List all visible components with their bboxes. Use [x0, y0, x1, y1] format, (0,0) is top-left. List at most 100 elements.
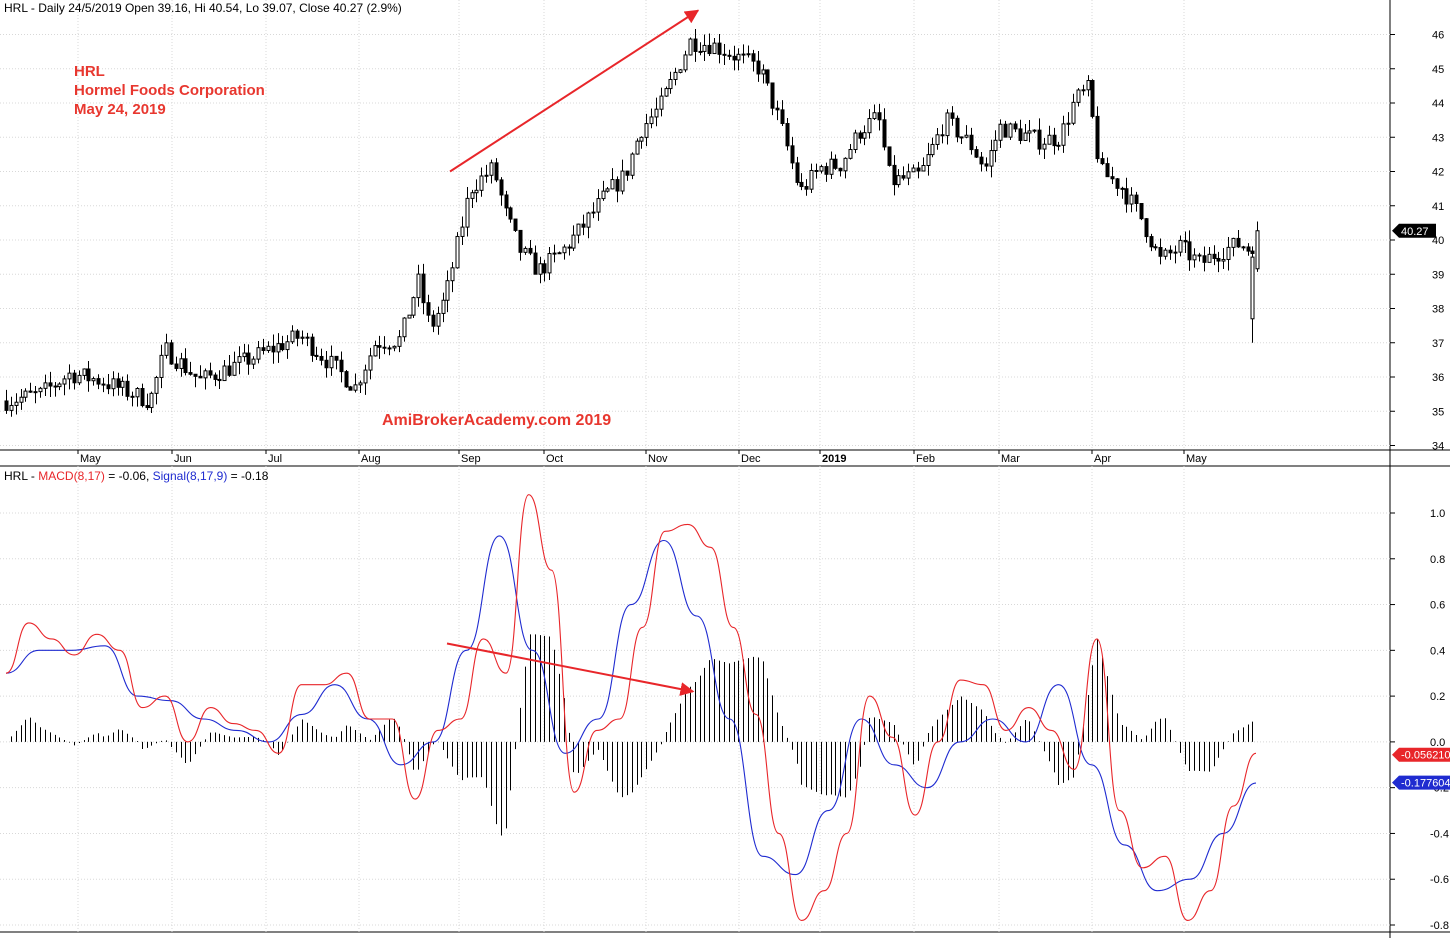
- macd-header-macd-value: = -0.06,: [104, 469, 153, 483]
- candle-body: [765, 69, 770, 84]
- candle-body: [785, 123, 790, 147]
- x-axis-label: May: [1186, 453, 1207, 465]
- candle-body: [1187, 241, 1192, 261]
- price-axis: 34 35 36 37 38 39 40 41 42 43 44 45 46: [1390, 30, 1444, 453]
- candle-body: [411, 297, 416, 316]
- candle-body: [892, 164, 897, 186]
- candle-body: [843, 157, 848, 172]
- candle-body: [533, 252, 538, 275]
- macd-tick-label: 0.2: [1430, 691, 1445, 703]
- candle-body: [955, 117, 960, 138]
- x-axis-label: Feb: [916, 453, 935, 465]
- candle-body: [678, 69, 683, 73]
- price-tick-label: 36: [1432, 372, 1444, 384]
- candle-body: [950, 112, 955, 119]
- candle-body: [334, 355, 339, 361]
- macd-tick-label: 0.0: [1430, 737, 1445, 749]
- candle-body: [1212, 253, 1217, 259]
- candle-body: [169, 342, 174, 365]
- candle-body: [1008, 123, 1013, 138]
- candle-body: [896, 175, 901, 186]
- candle-body: [159, 354, 164, 378]
- candle-body: [368, 355, 373, 371]
- candle-body: [562, 246, 567, 254]
- candle-body: [508, 207, 513, 220]
- candle-body: [363, 369, 368, 384]
- candle-body: [392, 345, 397, 349]
- candle-body: [581, 223, 586, 228]
- last-signal-badge-shape: [1392, 775, 1450, 790]
- candle-body: [33, 391, 38, 394]
- candle-body: [53, 385, 58, 388]
- candle-body: [135, 387, 140, 398]
- candle-body: [761, 69, 766, 75]
- candle-body: [867, 118, 872, 134]
- candle-body: [164, 342, 169, 356]
- candle-body: [285, 341, 290, 351]
- candle-body: [547, 253, 552, 274]
- last-close-badge-shape: [1392, 223, 1436, 238]
- candle-body: [91, 378, 96, 382]
- candle-body: [149, 392, 154, 409]
- price-tick-label: 44: [1432, 98, 1444, 110]
- candle-body: [591, 211, 596, 214]
- candle-body: [450, 267, 455, 282]
- candle-body: [4, 400, 9, 411]
- candle-body: [615, 179, 620, 192]
- candle-body: [620, 170, 625, 192]
- macd-tick-label: -0.6: [1430, 874, 1449, 886]
- candle-body: [1192, 254, 1197, 261]
- candle-body: [28, 390, 33, 393]
- candle-body: [1018, 128, 1023, 141]
- candle-body: [489, 162, 494, 176]
- candle-body: [23, 390, 28, 398]
- candle-body: [1246, 246, 1251, 252]
- candle-body: [882, 119, 887, 148]
- x-axis-labels: May Jun Jul Aug Sep Oct Nov Dec 2019 Feb Mar Apr May: [77, 450, 1207, 465]
- candle-body: [19, 396, 24, 403]
- candle-body: [916, 167, 921, 172]
- candle-body: [237, 356, 242, 363]
- candle-body: [43, 382, 48, 389]
- candle-body: [586, 212, 591, 228]
- candle-body: [111, 378, 116, 390]
- candle-body: [639, 136, 644, 142]
- candle-body: [261, 347, 266, 351]
- x-axis-label: Jun: [174, 453, 192, 465]
- candle-body: [688, 38, 693, 56]
- candle-body: [654, 108, 659, 118]
- candle-body: [989, 150, 994, 167]
- candle-body: [872, 112, 877, 120]
- candle-body: [717, 42, 722, 55]
- candle-body: [1071, 101, 1076, 124]
- candle-body: [72, 372, 77, 384]
- candle-body: [1173, 251, 1178, 254]
- last-macd-badge-text: -0.056210: [1401, 750, 1450, 762]
- candle-body: [1013, 123, 1018, 130]
- candle-body: [1178, 239, 1183, 253]
- candle-body: [125, 380, 130, 397]
- candle-body: [1207, 253, 1212, 263]
- candle-body: [906, 171, 911, 179]
- candle-body: [1226, 246, 1231, 260]
- candle-body: [382, 346, 387, 349]
- candle-body: [746, 53, 751, 56]
- candle-body: [353, 384, 358, 391]
- candle-body: [576, 223, 581, 236]
- candle-body: [964, 134, 969, 138]
- x-axis-label: Dec: [741, 453, 761, 465]
- candle-body: [387, 347, 392, 350]
- candle-body: [86, 368, 91, 382]
- candle-body: [1027, 130, 1032, 134]
- candle-body: [998, 123, 1003, 141]
- last-macd-badge-shape: [1392, 747, 1450, 762]
- candle-body: [829, 158, 834, 175]
- candle-body: [1032, 129, 1037, 132]
- candle-body: [358, 382, 363, 386]
- candle-body: [339, 359, 344, 373]
- macd-trendline-arrow: [446, 642, 695, 696]
- candle-body: [1134, 194, 1139, 205]
- candle-body: [348, 386, 353, 391]
- candle-body: [154, 376, 159, 394]
